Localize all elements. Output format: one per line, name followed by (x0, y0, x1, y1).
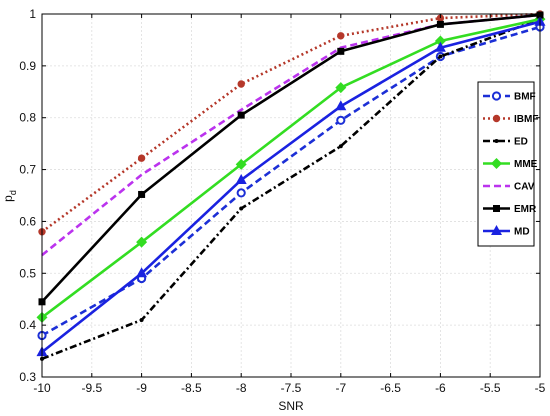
legend-marker-mme (491, 158, 502, 169)
series-line-emr (41, 13, 541, 303)
x-tick-label: -7 (335, 381, 346, 395)
data-point-md (235, 173, 247, 184)
y-tick-label: 0.5 (19, 266, 36, 280)
x-tick-label: -10 (33, 381, 51, 395)
x-tick-label: -8 (236, 381, 247, 395)
data-point-ibmf (337, 32, 345, 40)
y-tick-label: 0.9 (19, 59, 36, 73)
data-point-emr (138, 190, 146, 198)
y-tick-label: 0.3 (19, 370, 36, 384)
legend-marker-emr (493, 205, 500, 212)
x-tick-label: -5.5 (480, 381, 501, 395)
legend: BMF IBMF ED MME CAV EMR MD (477, 81, 538, 247)
data-point-ed (338, 144, 343, 149)
x-tick-label: -6 (435, 381, 446, 395)
x-tick-label: -8.5 (181, 381, 202, 395)
y-tick-label: 1 (29, 7, 36, 21)
legend-marker-bmf (491, 91, 502, 101)
data-point-md (136, 267, 148, 278)
data-point-emr (237, 111, 245, 119)
legend-label-cav: CAV (514, 182, 535, 193)
data-point-mme (136, 236, 148, 248)
data-point-ed (239, 206, 244, 211)
data-point-ibmf (137, 154, 146, 162)
x-tick-label: -7.5 (281, 381, 302, 395)
legend-label-emr: EMR (514, 204, 537, 215)
x-axis-title: SNR (278, 399, 304, 413)
y-tick-label: 0.7 (19, 163, 36, 177)
legend-marker-md (491, 225, 502, 235)
y-tick-label: 0.6 (19, 214, 36, 228)
data-point-md (335, 100, 347, 111)
data-point-ed (438, 54, 443, 59)
y-axis-title-subscript: d (8, 190, 18, 195)
series-line-ibmf (41, 12, 541, 233)
legend-label-bmf: BMF (514, 92, 536, 103)
x-tick-label: -9.5 (81, 381, 102, 395)
legend-marker-ed (494, 139, 499, 143)
series-layer (36, 10, 546, 361)
data-point-mme (335, 82, 347, 94)
ticks: -10 -9.5 -9 -8.5 -8 -7.5 -7 -6.5 -6 -5.5 -5 0.3 0.4 0… (19, 7, 545, 395)
data-point-emr (436, 20, 444, 28)
legend-label-md: MD (514, 227, 530, 238)
data-point-ibmf (237, 80, 245, 88)
x-tick-label: -6.5 (380, 381, 401, 395)
series-line-md (41, 20, 541, 354)
legend-label-ibmf: IBMF (514, 114, 538, 125)
x-tick-label: -9 (136, 381, 147, 395)
y-axis-title: pd (1, 190, 18, 202)
data-point-mme (235, 158, 247, 170)
data-point-mme (434, 35, 446, 47)
data-point-bmf (236, 188, 246, 198)
legend-label-mme: MME (514, 159, 538, 170)
data-point-bmf (336, 115, 346, 125)
series-line-ed (41, 17, 541, 361)
data-point-emr (337, 47, 345, 55)
legend-marker-ibmf (492, 114, 501, 123)
data-point-md (434, 41, 446, 52)
legend-label-ed: ED (514, 137, 528, 148)
y-tick-label: 0.4 (19, 318, 36, 332)
y-tick-label: 0.8 (19, 111, 36, 125)
data-point-ed (139, 317, 144, 322)
x-tick-label: -5 (535, 381, 546, 395)
y-axis-title-main: p (1, 195, 15, 202)
series-line-mme (41, 17, 541, 319)
